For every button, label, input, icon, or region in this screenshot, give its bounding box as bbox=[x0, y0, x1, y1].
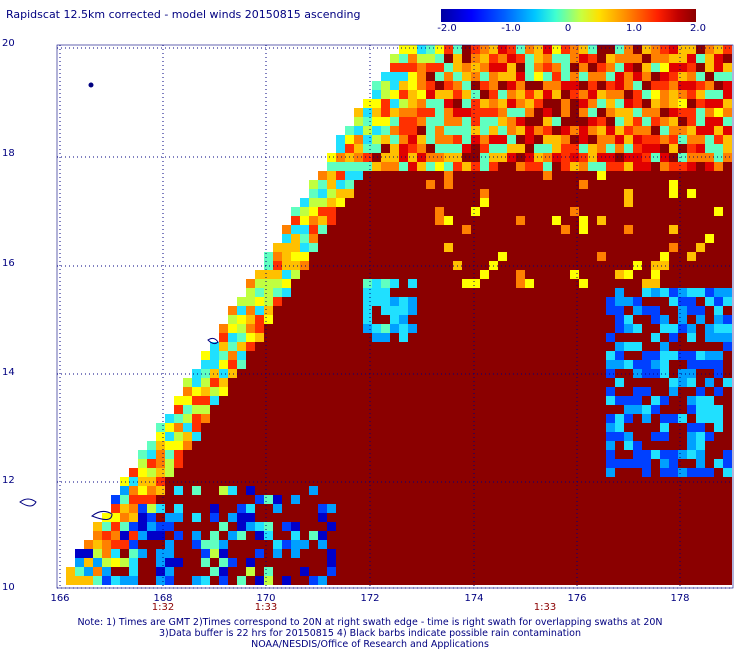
colorbar-tick: -2.0 bbox=[437, 23, 457, 34]
lat-label: 14 bbox=[2, 367, 15, 378]
footnote-line-3: NOAA/NESDIS/Office of Research and Appli… bbox=[251, 639, 489, 650]
plot-frame bbox=[56, 44, 734, 589]
lon-label: 174 bbox=[464, 593, 484, 604]
lon-label: 166 bbox=[50, 593, 70, 604]
lon-label: 176 bbox=[567, 593, 587, 604]
graticule bbox=[57, 45, 733, 589]
island-outlines bbox=[19, 82, 219, 520]
swath-time-label: 1:32 bbox=[151, 602, 175, 613]
colorbar bbox=[441, 9, 696, 22]
swath-time-label: 1:33 bbox=[533, 602, 557, 613]
colorbar-tick: -1.0 bbox=[501, 23, 521, 34]
swath-time-label: 1:33 bbox=[254, 602, 278, 613]
lat-label: 20 bbox=[2, 38, 15, 49]
lon-label: 168 bbox=[153, 593, 173, 604]
lat-label: 16 bbox=[2, 258, 15, 269]
lon-label: 172 bbox=[360, 593, 380, 604]
swath-cells bbox=[66, 45, 732, 585]
lat-label: 18 bbox=[2, 148, 15, 159]
colorbar-tick: 2.0 bbox=[690, 23, 706, 34]
lon-label: 170 bbox=[256, 593, 276, 604]
footnote-line-1: Note: 1) Times are GMT 2)Times correspon… bbox=[77, 617, 663, 628]
footnote-line-2: 3)Data buffer is 22 hrs for 20150815 4) … bbox=[159, 628, 581, 639]
colorbar-tick: 1.0 bbox=[626, 23, 642, 34]
lat-label: 10 bbox=[2, 582, 15, 593]
colorbar-tick: 0 bbox=[564, 23, 572, 34]
map-title: Rapidscat 12.5km corrected - model winds… bbox=[6, 8, 361, 21]
lon-label: 178 bbox=[670, 593, 690, 604]
lat-label: 12 bbox=[2, 475, 15, 486]
